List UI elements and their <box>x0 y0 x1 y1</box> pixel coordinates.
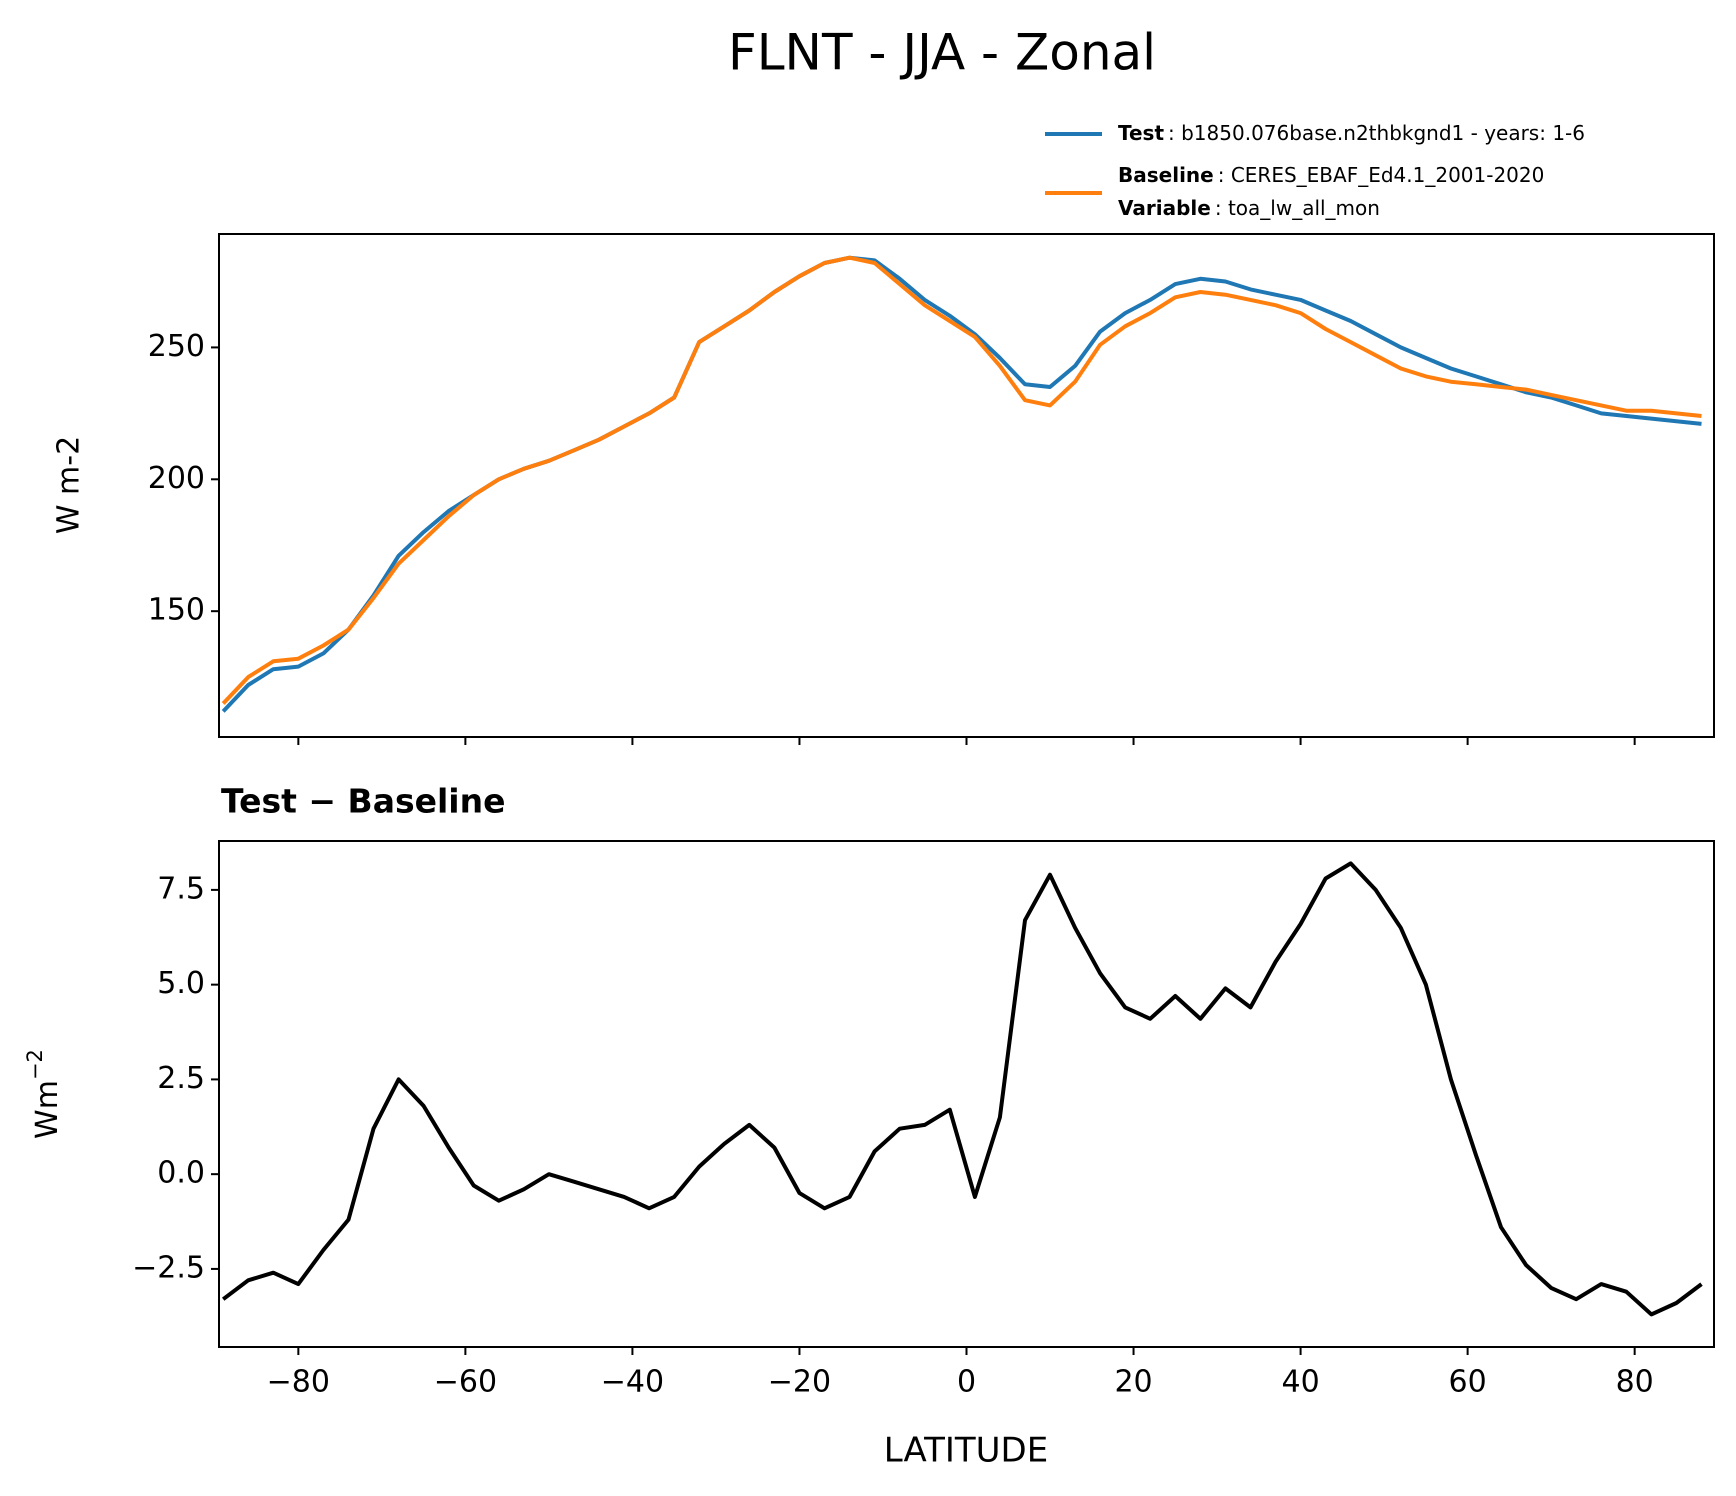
y-tick-label: 200 <box>148 461 205 496</box>
y-tick-label: −2.5 <box>132 1250 205 1285</box>
x-tick-label: −40 <box>601 1365 664 1400</box>
y-axis-label: Wm−2 <box>23 1049 65 1139</box>
legend-label: : toa_lw_all_mon <box>1215 196 1380 220</box>
y-tick-label: 250 <box>148 329 205 364</box>
y-tick-label: 5.0 <box>157 966 205 1001</box>
legend-entry: Variable: toa_lw_all_mon <box>1118 196 1380 220</box>
x-tick-label: −20 <box>768 1365 831 1400</box>
legend-name: Test <box>1118 121 1164 145</box>
y-tick-label: 150 <box>148 593 205 628</box>
y-tick-label: 0.0 <box>157 1156 205 1191</box>
x-tick-label: 40 <box>1281 1365 1319 1400</box>
x-tick-label: −60 <box>434 1365 497 1400</box>
y-axis-label-superscript: −2 <box>23 1049 47 1080</box>
y-tick-label: 2.5 <box>157 1061 205 1096</box>
x-tick-label: 60 <box>1449 1365 1487 1400</box>
legend-label: : CERES_EBAF_Ed4.1_2001-2020 <box>1218 163 1545 187</box>
x-tick-label: 20 <box>1114 1365 1152 1400</box>
legend-name: Baseline <box>1118 163 1214 187</box>
legend-name: Variable <box>1118 196 1211 220</box>
chart-title: Test − Baseline <box>221 782 506 821</box>
x-tick-label: −80 <box>267 1365 330 1400</box>
y-tick-label: 7.5 <box>157 871 205 906</box>
x-axis-label: LATITUDE <box>884 1431 1048 1471</box>
y-axis-label: W m-2 <box>52 436 87 534</box>
legend-label: : b1850.076base.n2thbkgnd1 - years: 1-6 <box>1168 121 1585 145</box>
data-line <box>221 255 1702 705</box>
legend-entry: Test: b1850.076base.n2thbkgnd1 - years: … <box>1118 121 1585 145</box>
x-tick-label: 80 <box>1616 1365 1654 1400</box>
chart-title: FLNT - JJA - Zonal <box>728 24 1156 82</box>
data-line <box>221 861 1703 1317</box>
legend-entry: Baseline: CERES_EBAF_Ed4.1_2001-2020 <box>1118 163 1544 187</box>
y-axis-label-text: Wm <box>30 1080 65 1139</box>
x-tick-label: 0 <box>957 1365 976 1400</box>
